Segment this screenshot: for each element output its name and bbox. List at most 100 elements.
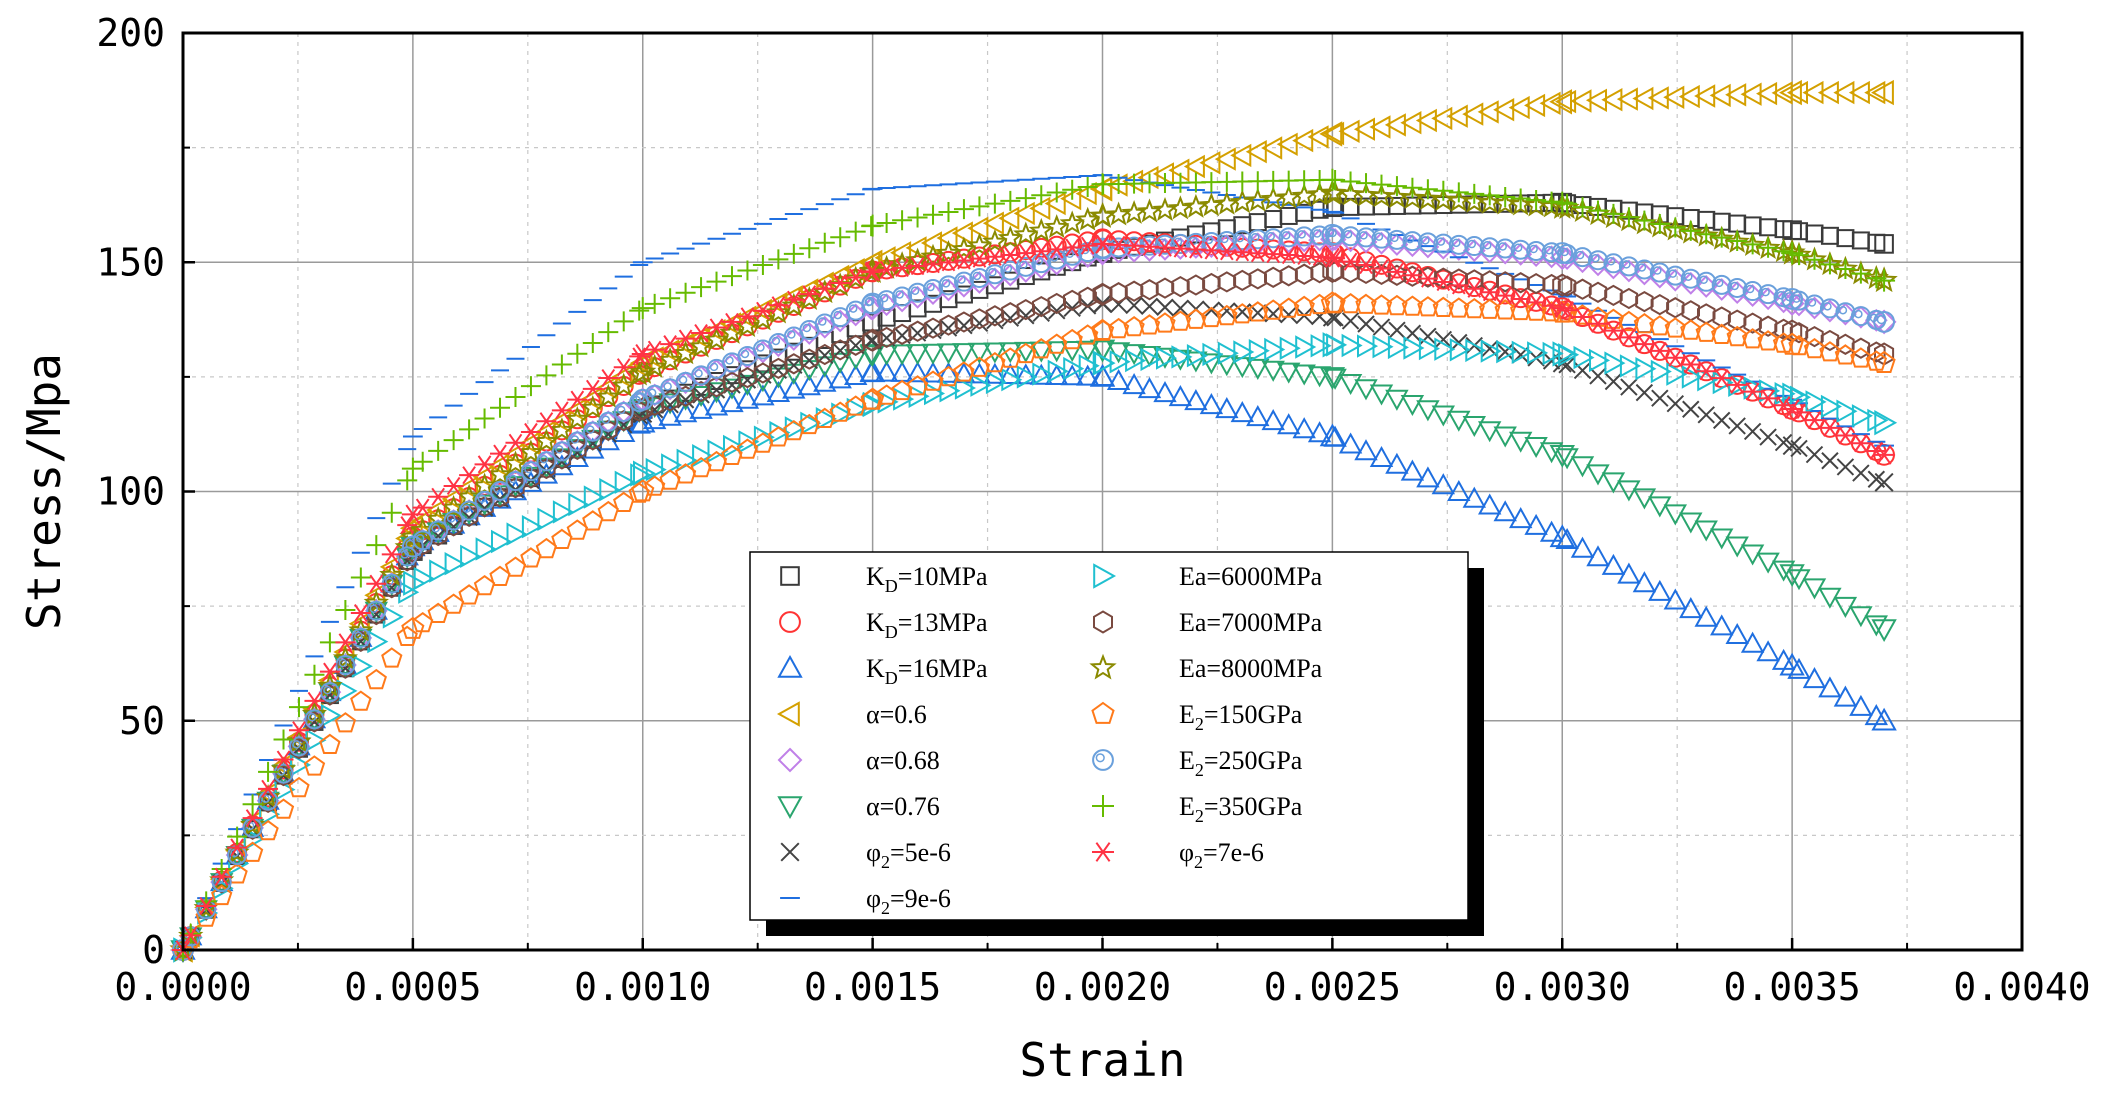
interpolated-marker [969,249,990,268]
interpolated-marker [1817,80,1839,105]
x-tick-label: 0.0025 [1264,965,1401,1009]
data-point [631,344,654,364]
y-tick-label: 200 [96,11,165,55]
interpolated-marker [1294,263,1314,285]
interpolated-marker [935,240,962,265]
interpolated-marker [348,617,374,642]
interpolated-marker [738,430,760,454]
interpolated-marker [1449,338,1471,362]
interpolated-marker [921,361,945,383]
interpolated-marker [1230,143,1252,168]
interpolated-marker [1184,389,1208,411]
legend-label: KD=10MPa [866,562,988,596]
interpolated-marker [1156,346,1178,370]
interpolated-marker [1354,379,1378,401]
interpolated-marker [719,319,745,344]
legend-marker [777,796,803,820]
interpolated-marker [1356,255,1377,275]
interpolated-marker [1168,385,1193,407]
interpolated-marker [412,530,433,551]
legend-item: KD=13MPa [779,608,988,642]
interpolated-marker [518,439,544,464]
interpolated-marker [1140,347,1162,372]
interpolated-marker [1509,507,1533,529]
interpolated-marker [258,779,279,798]
interpolated-marker [196,896,217,916]
interpolated-marker [1864,80,1886,105]
interpolated-marker [939,319,958,337]
interpolated-marker [1479,283,1500,302]
interpolated-marker [1666,395,1685,413]
interpolated-marker [1109,350,1131,374]
legend-item: Ea=6000MPa [1093,562,1323,591]
series-12 [172,223,1895,961]
interpolated-marker [381,545,402,564]
interpolated-marker [1047,359,1069,383]
interpolated-marker [1171,275,1190,298]
interpolated-marker [1279,206,1298,225]
interpolated-marker [1107,317,1130,339]
interpolated-marker [1603,321,1624,340]
interpolated-marker [1387,335,1409,360]
data-point [401,616,425,639]
interpolated-marker [953,199,974,220]
interpolated-marker [1495,186,1516,207]
interpolated-marker [953,271,974,292]
interpolated-marker [428,440,449,461]
interpolated-marker [1122,344,1146,366]
interpolated-marker [796,285,822,310]
interpolated-marker [938,201,959,222]
x-tick-label: 0.0040 [1953,965,2090,1009]
interpolated-marker [844,303,868,327]
interpolated-marker [1682,400,1700,418]
interpolated-marker [613,311,634,332]
interpolated-marker [672,340,699,365]
interpolated-marker [1309,225,1330,246]
interpolated-marker [1369,445,1394,467]
interpolated-marker [1849,694,1873,716]
interpolated-marker [828,309,852,333]
interpolated-marker [1557,301,1578,320]
interpolated-marker [858,258,884,283]
interpolated-marker [923,204,944,225]
interpolated-marker [1015,188,1036,209]
interpolated-marker [443,430,464,451]
interpolated-marker [1121,200,1147,224]
interpolated-marker [1218,302,1236,320]
interpolated-marker [1386,176,1407,197]
interpolated-marker [1727,309,1747,331]
interpolated-marker [861,216,882,237]
interpolated-marker [1772,332,1795,353]
interpolated-marker [568,492,590,517]
interpolated-marker [582,421,603,442]
interpolated-marker [1402,177,1423,198]
interpolated-marker [1478,493,1502,515]
interpolated-marker [1759,218,1778,237]
interpolated-marker [426,498,448,522]
interpolated-marker [1742,382,1763,401]
legend-label: KD=16MPa [866,654,988,688]
interpolated-marker [1062,238,1083,257]
interpolated-marker [752,301,773,320]
interpolated-marker [1106,368,1131,390]
interpolated-marker [1589,367,1607,385]
interpolated-marker [1851,337,1871,359]
legend-marker [1093,610,1113,634]
interpolated-marker [1156,298,1174,316]
interpolated-marker [1850,434,1871,453]
interpolated-marker [1743,422,1762,441]
interpolated-marker [520,461,541,482]
interpolated-marker [1248,268,1267,290]
interpolated-marker [521,515,543,539]
interpolated-marker [1773,396,1794,415]
interpolated-marker [1649,315,1671,336]
interpolated-marker [969,196,990,217]
interpolated-marker [1028,217,1054,242]
interpolated-marker [1063,356,1085,381]
interpolated-marker [288,736,309,757]
interpolated-marker [982,211,1004,235]
legend-item: KD=16MPa [777,654,988,688]
interpolated-marker [1618,207,1639,228]
interpolated-marker [598,368,619,388]
interpolated-marker [1651,389,1669,407]
